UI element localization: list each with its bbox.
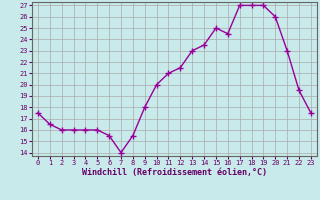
X-axis label: Windchill (Refroidissement éolien,°C): Windchill (Refroidissement éolien,°C): [82, 168, 267, 177]
